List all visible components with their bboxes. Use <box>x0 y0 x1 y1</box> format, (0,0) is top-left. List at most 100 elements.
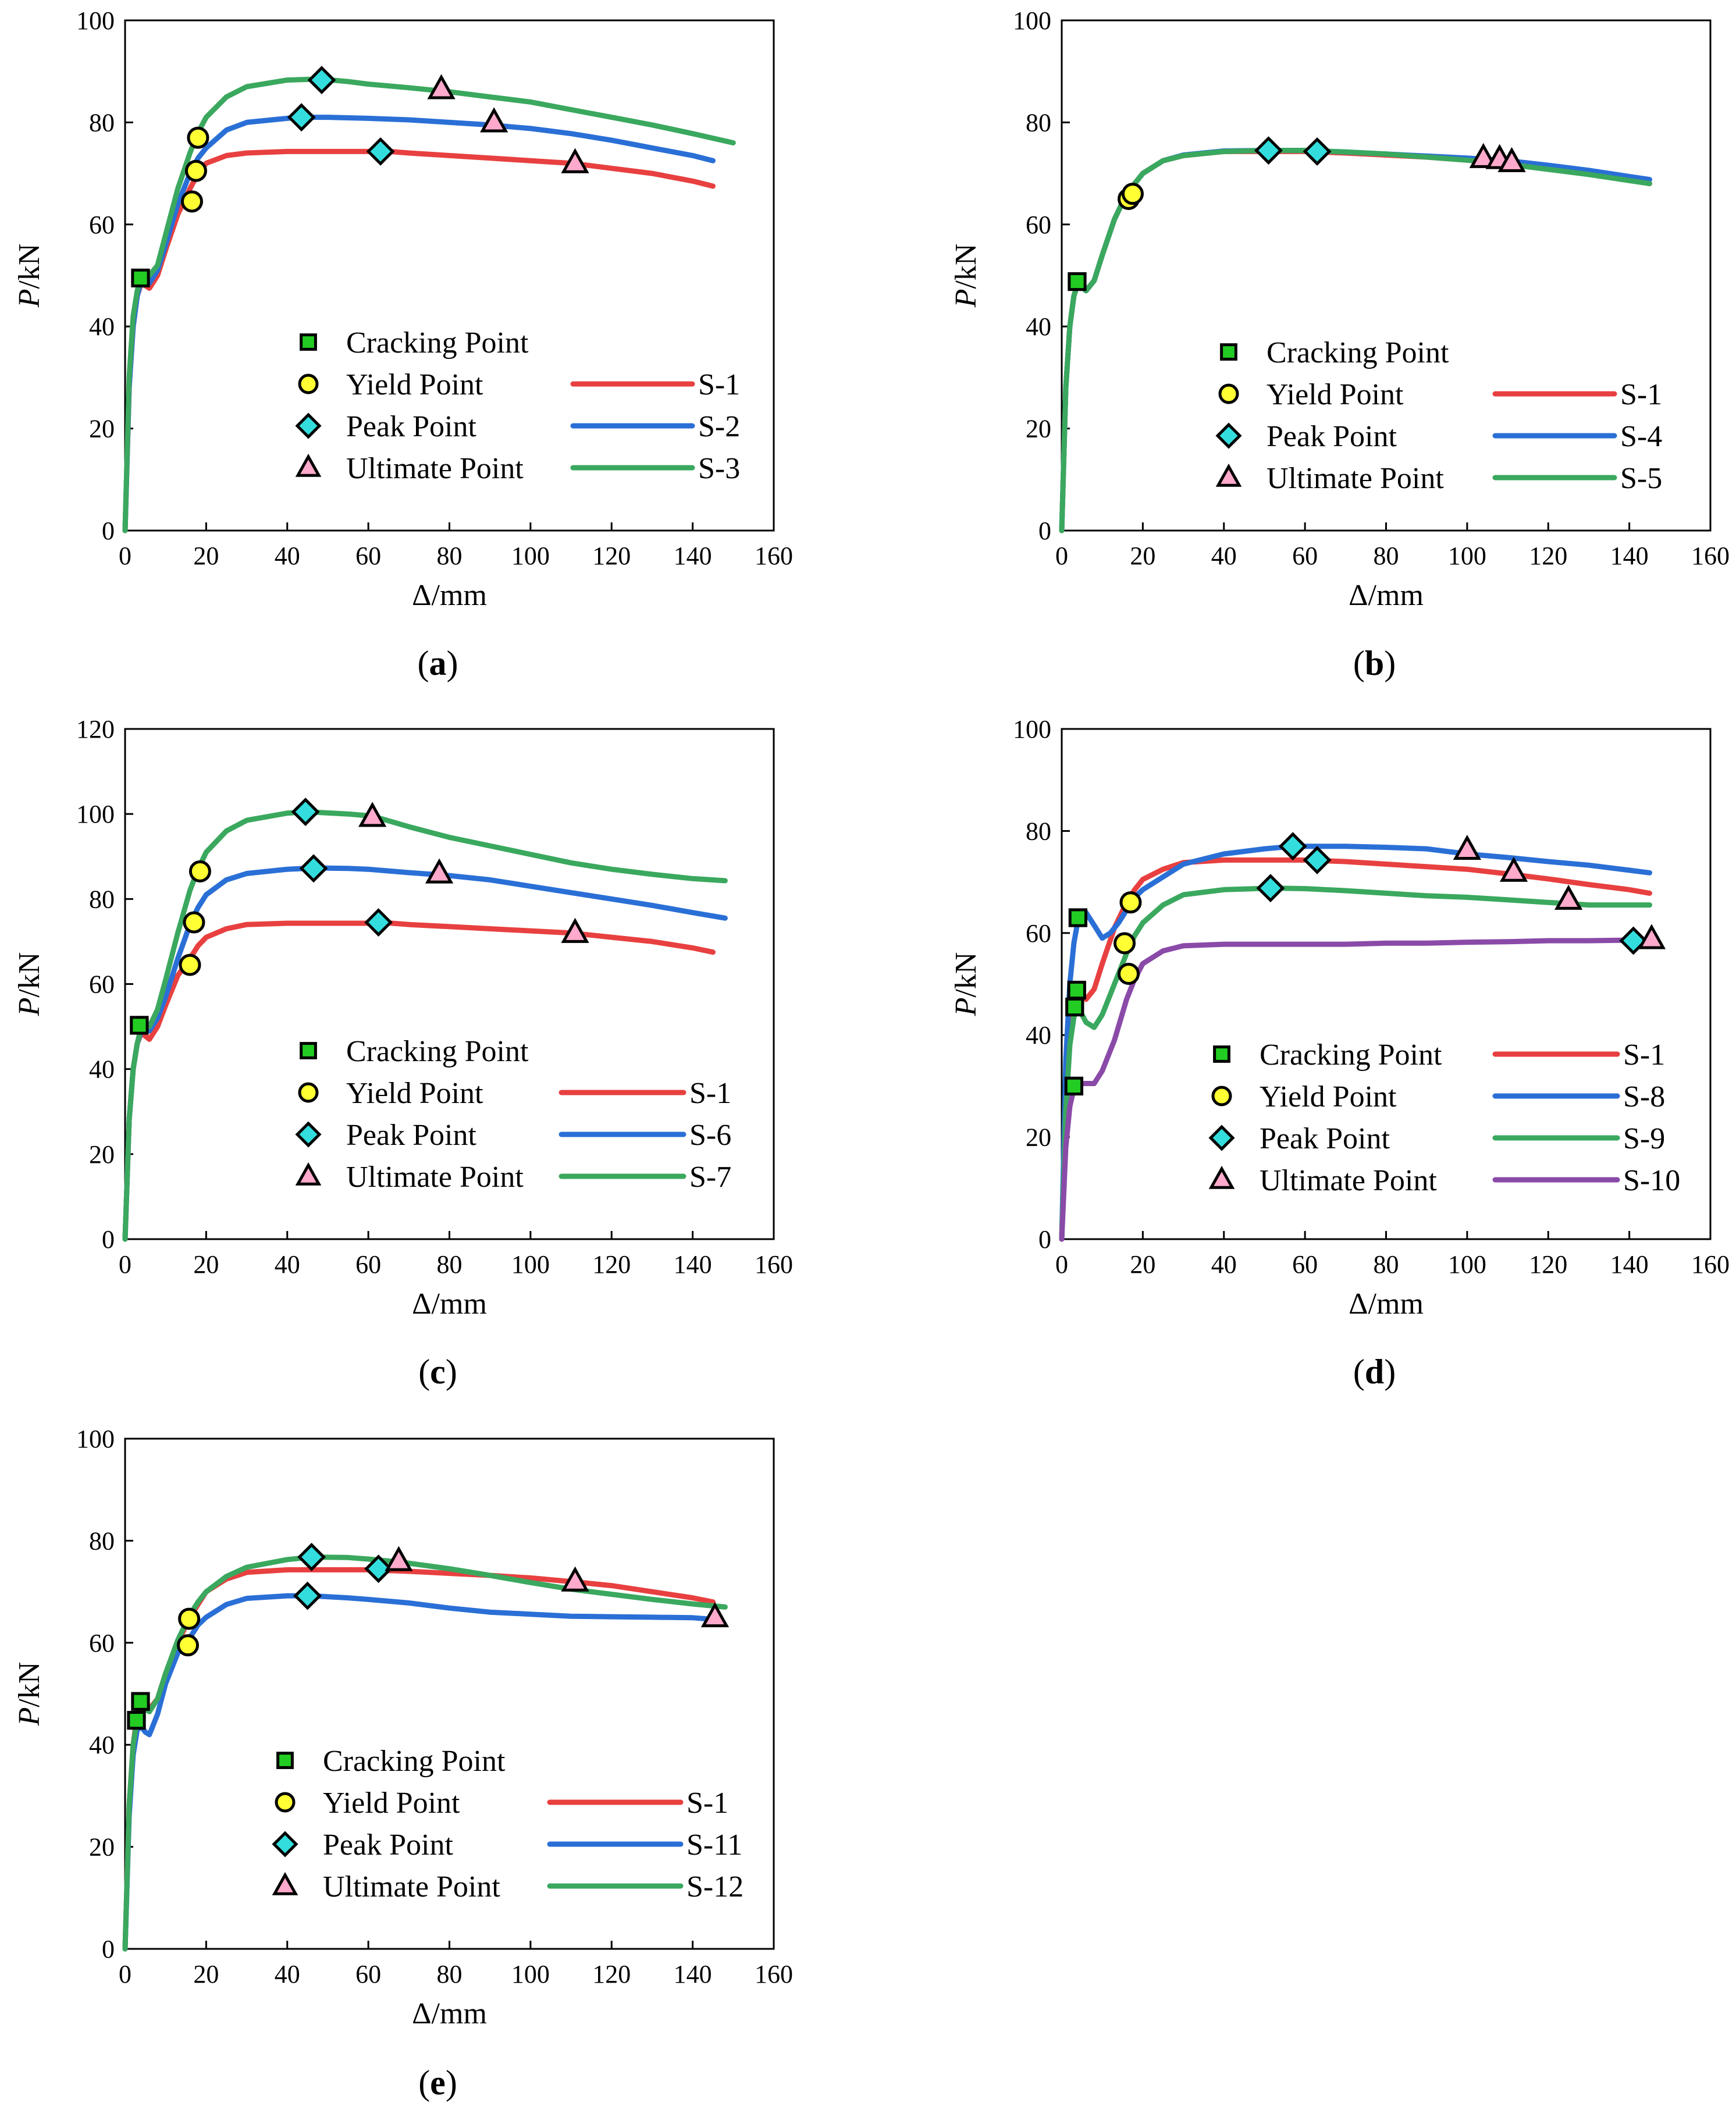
yield-point-marker <box>188 860 211 883</box>
legend-peak-marker <box>295 412 322 439</box>
x-tick-label: 80 <box>437 1960 463 1988</box>
y-tick-label: 80 <box>1026 817 1051 845</box>
x-tick-label: 40 <box>1211 1250 1237 1279</box>
y-axis-label-symbol: P <box>13 289 46 308</box>
y-tick-label: 40 <box>89 1731 115 1759</box>
legend-cracking-label: Cracking Point <box>346 326 529 360</box>
legend-peak-label: Peak Point <box>346 1119 476 1152</box>
legend-series-label: S-12 <box>686 1870 744 1903</box>
y-tick-label: 60 <box>1026 211 1051 239</box>
x-tick-label: 100 <box>1448 542 1486 570</box>
y-tick-label: 100 <box>76 6 115 35</box>
cracking-point-marker <box>1065 997 1084 1017</box>
x-tick-label: 40 <box>275 542 300 570</box>
ultimate-point-marker <box>358 802 387 827</box>
ultimate-point-marker <box>1453 834 1481 860</box>
yield-point-marker <box>179 953 201 976</box>
legend-yield-marker <box>1211 1086 1232 1106</box>
legend-series-label: S-6 <box>689 1119 731 1152</box>
y-tick-label: 60 <box>89 970 115 999</box>
legend-series-label: S-7 <box>689 1161 731 1194</box>
y-tick-label: 40 <box>1026 1021 1051 1049</box>
ultimate-point-marker <box>425 858 454 884</box>
y-tick-label: 100 <box>1013 6 1051 35</box>
x-tick-label: 100 <box>511 1250 550 1279</box>
ultimate-point-marker <box>700 1602 730 1628</box>
x-tick-label: 120 <box>1529 542 1567 570</box>
cracking-point-marker <box>131 268 150 288</box>
y-tick-label: 20 <box>89 1140 115 1169</box>
legend-yield-label: Yield Point <box>1267 378 1404 411</box>
legend-peak-label: Peak Point <box>346 410 476 443</box>
legend-cracking-label: Cracking Point <box>346 1035 529 1068</box>
legend-series-label: S-1 <box>686 1787 728 1820</box>
panel-caption: (d) <box>1353 1353 1396 1391</box>
y-axis-label-symbol: P <box>13 998 46 1017</box>
y-axis-label: P/kN <box>13 1662 46 1727</box>
cracking-point-marker <box>1068 272 1087 291</box>
y-tick-label: 80 <box>89 885 115 913</box>
legend-peak-marker <box>272 1831 298 1858</box>
cracking-point-marker <box>1067 980 1086 1000</box>
y-tick-label: 20 <box>89 415 115 443</box>
x-tick-label: 60 <box>355 1960 381 1988</box>
peak-point-marker <box>1303 137 1332 166</box>
x-tick-label: 40 <box>275 1960 300 1988</box>
legend-series-label: S-2 <box>698 410 740 443</box>
legend-cracking-marker <box>300 1042 317 1059</box>
y-tick-label: 80 <box>89 108 115 137</box>
legend-ultimate-label: Ultimate Point <box>323 1870 500 1903</box>
y-axis-label: P/kN <box>13 244 46 308</box>
chart-panel-b: 0 20 40 60 80 100 120 140 160 0 20 40 60 80 100 Δ/mm P/k… <box>949 6 1730 682</box>
legend-ultimate-label: Ultimate Point <box>1267 462 1444 495</box>
cracking-point-marker <box>1068 908 1088 927</box>
yield-point-marker <box>177 1634 200 1657</box>
y-tick-label: 20 <box>1026 415 1051 443</box>
legend-cracking-marker <box>1220 343 1237 361</box>
y-axis-label-symbol: P <box>949 289 983 308</box>
peak-point-marker <box>1619 926 1648 955</box>
panel-caption: (a) <box>418 644 458 682</box>
y-tick-label: 0 <box>1038 517 1051 545</box>
ultimate-point-marker <box>1554 884 1583 910</box>
legend-peak-marker <box>1208 1125 1235 1151</box>
series-line-s-1 <box>122 920 716 1242</box>
ultimate-point-marker <box>1497 147 1526 172</box>
y-tick-label: 100 <box>76 800 115 828</box>
x-axis-label: Δ/mm <box>412 1997 487 2030</box>
peak-point-marker <box>1256 874 1285 903</box>
x-axis-label: Δ/mm <box>1349 1287 1424 1321</box>
legend-peak-label: Peak Point <box>1267 420 1397 453</box>
x-tick-label: 80 <box>437 542 463 570</box>
y-tick-label: 80 <box>89 1527 115 1555</box>
x-tick-label: 120 <box>592 1960 631 1988</box>
y-axis-label-unit: /kN <box>13 1662 46 1707</box>
legend-yield-marker <box>298 373 319 394</box>
x-tick-label: 160 <box>755 1960 793 1988</box>
legend-cracking-label: Cracking Point <box>1267 336 1449 369</box>
legend-yield-marker <box>1218 383 1239 404</box>
x-tick-label: 60 <box>355 542 381 570</box>
y-tick-label: 40 <box>1026 312 1051 341</box>
peak-point-marker <box>364 908 393 937</box>
y-axis-label-symbol: P <box>13 1707 46 1727</box>
chart-panel-d: 0 20 40 60 80 100 120 140 160 0 20 40 60 80 100 Δ/mm P/k… <box>949 715 1730 1391</box>
legend-ultimate-marker <box>1208 1165 1235 1189</box>
legend-cracking-label: Cracking Point <box>323 1745 506 1778</box>
y-axis-label-unit: /kN <box>949 244 983 289</box>
y-tick-label: 60 <box>89 211 115 239</box>
x-tick-label: 60 <box>355 1250 381 1279</box>
yield-point-marker <box>178 1607 201 1630</box>
yield-point-marker <box>183 911 205 934</box>
peak-point-marker <box>1303 845 1332 874</box>
legend-ultimate-marker <box>295 1162 322 1186</box>
legend-series-label: S-9 <box>1623 1122 1665 1155</box>
ultimate-point-marker <box>1499 856 1528 882</box>
y-tick-label: 60 <box>1026 919 1051 948</box>
peak-point-marker <box>293 1581 322 1610</box>
cracking-point-marker <box>130 1016 149 1035</box>
panel-caption: (b) <box>1353 644 1396 682</box>
legend-series-label: S-1 <box>1623 1038 1665 1072</box>
y-axis-label-symbol: P <box>949 998 983 1017</box>
